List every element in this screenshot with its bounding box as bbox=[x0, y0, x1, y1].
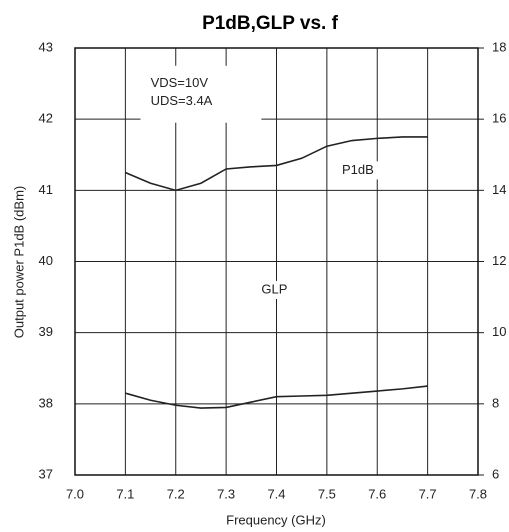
x-tick-label: 7.1 bbox=[116, 486, 134, 501]
y-tick-label: 37 bbox=[39, 466, 53, 481]
y2-tick-label: 10 bbox=[492, 324, 506, 339]
y-tick-label: 42 bbox=[39, 111, 53, 126]
x-tick-label: 7.8 bbox=[469, 486, 487, 501]
y2-tick-label: 6 bbox=[492, 466, 499, 481]
x-tick-label: 7.2 bbox=[167, 486, 185, 501]
y-axis-label: Output power P1dB (dBm) bbox=[11, 186, 26, 338]
annotation-box bbox=[140, 65, 262, 123]
y-tick-label: 40 bbox=[39, 253, 53, 268]
y-tick-label: 43 bbox=[39, 39, 53, 54]
x-tick-label: 7.6 bbox=[368, 486, 386, 501]
y2-tick-label: 18 bbox=[492, 39, 506, 54]
x-tick-label: 7.7 bbox=[419, 486, 437, 501]
series-label-bg bbox=[258, 280, 305, 299]
series-label: P1dB bbox=[342, 162, 374, 177]
x-tick-label: 7.0 bbox=[66, 486, 84, 501]
annotation: VDS=10V bbox=[151, 75, 209, 90]
x-tick-label: 7.5 bbox=[318, 486, 336, 501]
series-label-bg bbox=[338, 161, 385, 180]
series-line bbox=[125, 136, 428, 192]
y-tick-label: 39 bbox=[39, 324, 53, 339]
y2-tick-label: 16 bbox=[492, 111, 506, 126]
series-label: GLP bbox=[261, 281, 287, 296]
y-tick-label: 38 bbox=[39, 395, 53, 410]
y-tick-label: 41 bbox=[39, 182, 53, 197]
x-tick-label: 7.4 bbox=[267, 486, 285, 501]
y2-tick-label: 12 bbox=[492, 253, 506, 268]
annotation: UDS=3.4A bbox=[151, 93, 213, 108]
series-line bbox=[125, 385, 428, 409]
chart-title: P1dB,GLP vs. f bbox=[202, 13, 339, 34]
y2-tick-label: 8 bbox=[492, 395, 499, 410]
plot-frame bbox=[74, 47, 479, 476]
x-axis-label: Frequency (GHz) bbox=[226, 512, 326, 527]
y2-tick-label: 14 bbox=[492, 182, 506, 197]
x-tick-label: 7.3 bbox=[217, 486, 235, 501]
